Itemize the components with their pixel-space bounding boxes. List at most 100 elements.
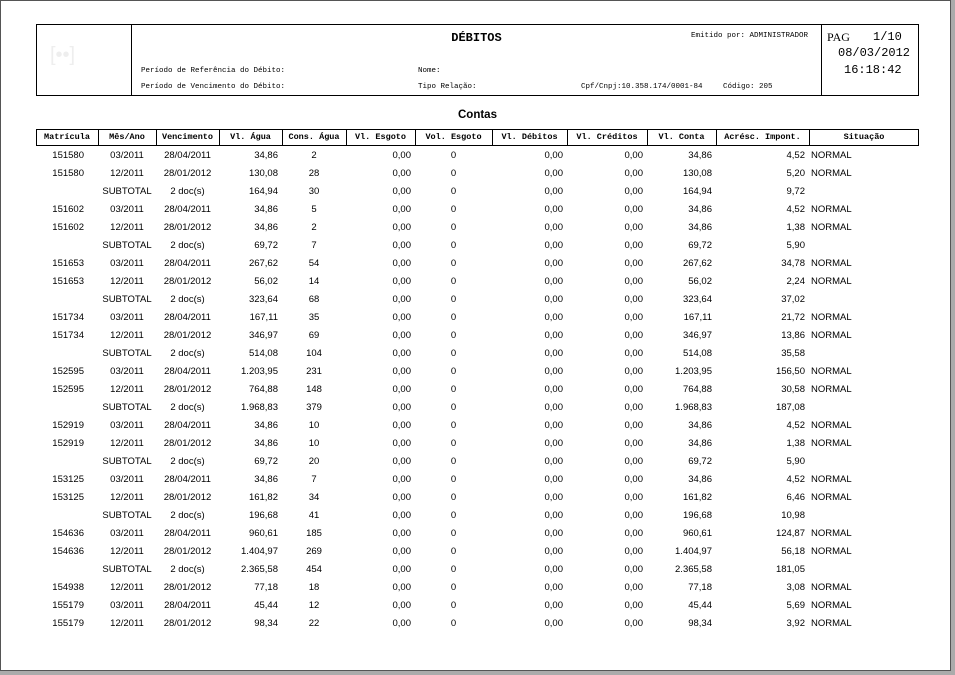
- table-cell: 2: [311, 222, 317, 233]
- table-cell: 155179: [52, 600, 84, 611]
- table-cell: 45,44: [688, 600, 712, 611]
- table-cell: 10: [308, 438, 320, 449]
- table-cell: 0,00: [544, 546, 564, 557]
- table-cell: 28: [308, 168, 320, 179]
- table-cell: 28/04/2011: [164, 474, 211, 485]
- table-cell: 0: [450, 492, 457, 503]
- table-cell: 69,72: [254, 240, 278, 251]
- table-cell: 167,11: [249, 312, 278, 323]
- table-cell: 03/2011: [110, 420, 144, 431]
- table-cell: 0,00: [392, 564, 412, 575]
- table-cell: 03/2011: [110, 600, 144, 611]
- table-cell: 12/2011: [110, 276, 144, 287]
- table-cell: 152595: [52, 384, 84, 395]
- table-cell: 0,00: [544, 456, 564, 467]
- table-cell: 0,00: [544, 438, 564, 449]
- table-cell: 28/01/2012: [163, 276, 212, 287]
- table-cell: 0: [450, 420, 457, 431]
- table-cell: 69,72: [254, 456, 278, 467]
- table-cell: 2 doc(s): [170, 564, 205, 575]
- ref-period: Período de Referência do Débito:: [141, 67, 286, 75]
- table-cell: 0,00: [544, 150, 564, 161]
- table-cell: 0: [450, 330, 457, 341]
- table-cell: NORMAL: [811, 582, 852, 593]
- table-cell: 34,86: [688, 150, 712, 161]
- table-cell: 34,86: [688, 222, 712, 233]
- column-header: Vl. Água: [230, 132, 271, 142]
- table-cell: 03/2011: [110, 528, 144, 539]
- table-cell: 28/04/2011: [164, 258, 211, 269]
- table-cell: 0,00: [544, 582, 564, 593]
- table-cell: 28/01/2012: [163, 222, 212, 233]
- page-number: 1/10: [873, 30, 902, 44]
- table-cell: 4,52: [786, 150, 806, 161]
- table-cell: 0,00: [392, 240, 412, 251]
- table-cell: NORMAL: [811, 618, 852, 629]
- table-cell: 0,00: [624, 618, 644, 629]
- table-cell: 0,00: [392, 510, 412, 521]
- table-cell: 28/01/2012: [163, 438, 212, 449]
- table-cell: 0,00: [392, 582, 412, 593]
- table-cell: 5,20: [786, 168, 806, 179]
- table-cell: 764,88: [682, 384, 712, 395]
- table-cell: 155179: [52, 618, 84, 629]
- table-cell: 28/01/2012: [163, 168, 212, 179]
- table-cell: 1.404,97: [675, 546, 712, 557]
- column-divider: [346, 129, 347, 146]
- table-cell: 34,86: [688, 204, 712, 215]
- column-divider: [647, 129, 648, 146]
- report-date: 08/03/2012: [838, 46, 911, 60]
- relation-label: Tipo Relação:: [418, 83, 477, 91]
- table-cell: 4,52: [786, 204, 806, 215]
- table-cell: 34,86: [254, 222, 278, 233]
- table-cell: NORMAL: [811, 168, 852, 179]
- table-cell: 0: [450, 384, 457, 395]
- table-cell: 6,46: [786, 492, 806, 503]
- table-cell: 10: [308, 420, 320, 431]
- table-cell: 454: [306, 564, 322, 575]
- table-cell: 0,00: [624, 204, 644, 215]
- column-header: Vencimento: [161, 132, 213, 142]
- column-header: Vl. Esgoto: [354, 132, 406, 142]
- table-cell: 151580: [52, 150, 84, 161]
- table-cell: 0,00: [544, 312, 564, 323]
- table-cell: 34,86: [254, 438, 278, 449]
- table-cell: 69,72: [688, 456, 712, 467]
- table-cell: 1.404,97: [241, 546, 278, 557]
- table-cell: 0,00: [624, 528, 644, 539]
- table-cell: 03/2011: [110, 150, 144, 161]
- table-cell: 37,02: [781, 294, 805, 305]
- table-cell: 0,00: [392, 438, 412, 449]
- report-time: 16:18:42: [844, 63, 902, 77]
- table-cell: 12: [308, 600, 320, 611]
- table-cell: 0,00: [392, 384, 412, 395]
- table-cell: 03/2011: [110, 474, 144, 485]
- column-divider: [567, 129, 568, 146]
- table-cell: 2: [311, 150, 317, 161]
- header-box: [36, 24, 919, 96]
- table-cell: 323,64: [682, 294, 712, 305]
- table-cell: 4,52: [786, 420, 806, 431]
- table-cell: 10,98: [781, 510, 805, 521]
- table-cell: 0: [450, 510, 457, 521]
- section-title: Contas: [458, 109, 497, 121]
- table-cell: 185: [306, 528, 322, 539]
- table-cell: 323,64: [248, 294, 278, 305]
- table-cell: 0,00: [624, 276, 644, 287]
- table-cell: 0: [450, 168, 457, 179]
- table-cell: 03/2011: [110, 366, 144, 377]
- table-cell: 28/01/2012: [163, 618, 212, 629]
- table-cell: 267,62: [682, 258, 712, 269]
- table-cell: 514,08: [682, 348, 712, 359]
- table-cell: 151653: [52, 276, 84, 287]
- table-cell: 0,00: [544, 330, 564, 341]
- table-cell: 0,00: [544, 528, 564, 539]
- table-cell: 0,00: [544, 240, 564, 251]
- column-divider: [809, 129, 810, 146]
- logo-area: [••]: [36, 24, 132, 96]
- table-cell: 0: [450, 402, 457, 413]
- table-cell: 9,72: [786, 186, 806, 197]
- table-cell: 0: [450, 312, 457, 323]
- table-cell: 0,00: [544, 384, 564, 395]
